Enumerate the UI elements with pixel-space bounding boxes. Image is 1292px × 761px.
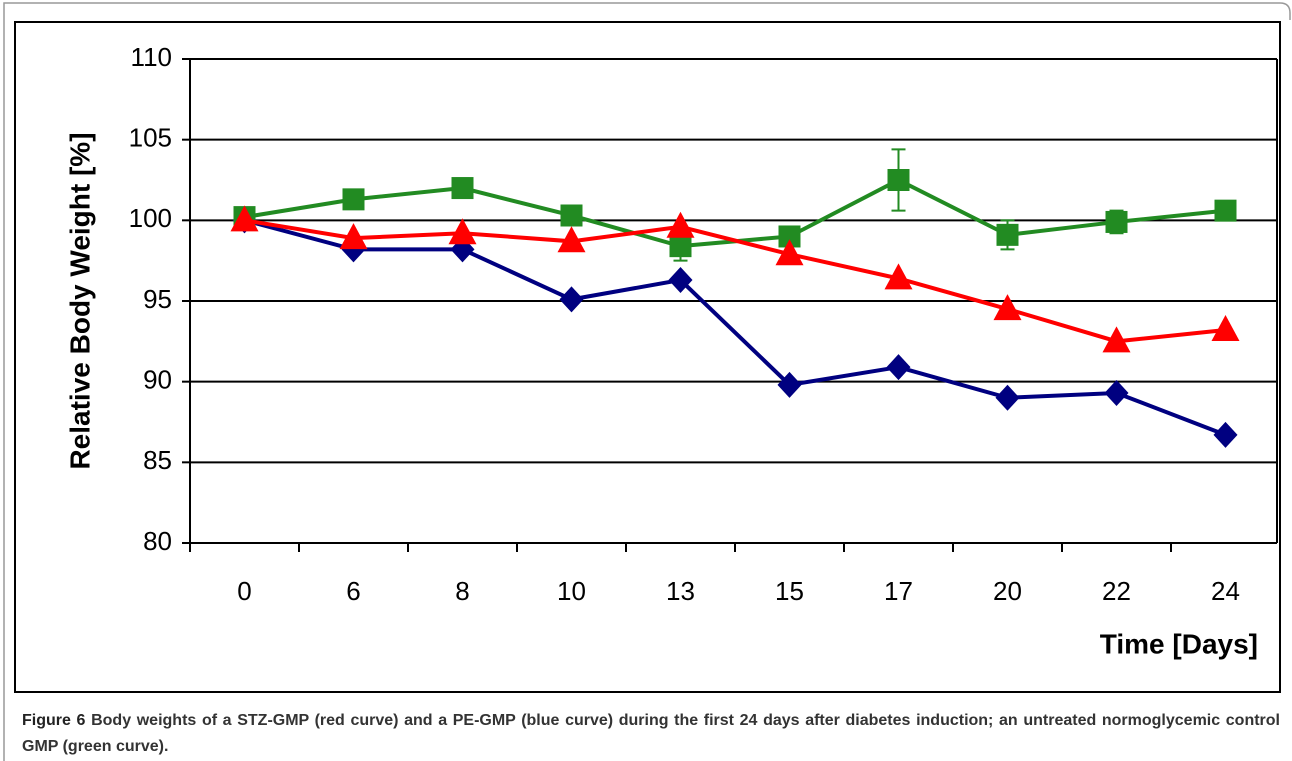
x-tick-label: 6	[346, 576, 360, 606]
y-tick-label: 95	[143, 284, 172, 314]
marker	[993, 294, 1022, 321]
x-tick-label: 24	[1211, 576, 1240, 606]
x-tick-label: 10	[557, 576, 586, 606]
marker	[886, 354, 911, 381]
marker	[1105, 210, 1128, 233]
y-tick-label: 100	[129, 203, 172, 233]
marker	[884, 263, 913, 290]
x-axis-title: Time [Days]	[1100, 628, 1258, 659]
marker	[1213, 421, 1238, 448]
frame	[3, 2, 1291, 761]
marker	[777, 371, 802, 398]
marker	[451, 177, 474, 200]
caption-label: Figure 6	[22, 712, 86, 729]
y-tick-label: 90	[143, 365, 172, 395]
marker	[1104, 379, 1129, 406]
x-tick-label: 15	[775, 576, 804, 606]
marker	[230, 205, 259, 232]
x-tick-label: 0	[237, 576, 251, 606]
marker	[1211, 315, 1240, 342]
chart-border	[14, 21, 1281, 693]
x-tick-label: 17	[884, 576, 913, 606]
marker	[1214, 199, 1237, 222]
y-tick-label: 110	[131, 42, 172, 72]
marker	[887, 169, 910, 191]
marker	[560, 204, 583, 227]
marker	[1102, 326, 1131, 353]
y-tick-label: 85	[143, 445, 172, 475]
marker	[778, 225, 801, 248]
y-tick-label: 105	[129, 123, 172, 153]
marker	[557, 226, 586, 253]
caption-text: Body weights of a STZ-GMP (red curve) an…	[22, 712, 1281, 755]
marker	[775, 239, 804, 266]
marker	[668, 267, 693, 294]
x-tick-label: 20	[993, 576, 1022, 606]
series-line	[243, 218, 1227, 437]
marker	[448, 218, 477, 245]
x-tick-label: 8	[455, 576, 469, 606]
caption: Figure 6 Body weights of a STZ-GMP (red …	[22, 708, 1280, 760]
marker	[339, 223, 368, 250]
series-line	[244, 218, 1226, 344]
marker	[669, 235, 692, 258]
y-axis-title: Relative Body Weight [%]	[64, 132, 95, 469]
y-tick-label: 80	[143, 526, 172, 556]
x-tick-label: 13	[666, 576, 695, 606]
marker	[559, 286, 584, 313]
marker	[666, 211, 695, 238]
marker	[342, 188, 365, 211]
x-tick-label: 22	[1102, 576, 1131, 606]
marker	[996, 223, 1019, 246]
marker	[995, 384, 1020, 411]
